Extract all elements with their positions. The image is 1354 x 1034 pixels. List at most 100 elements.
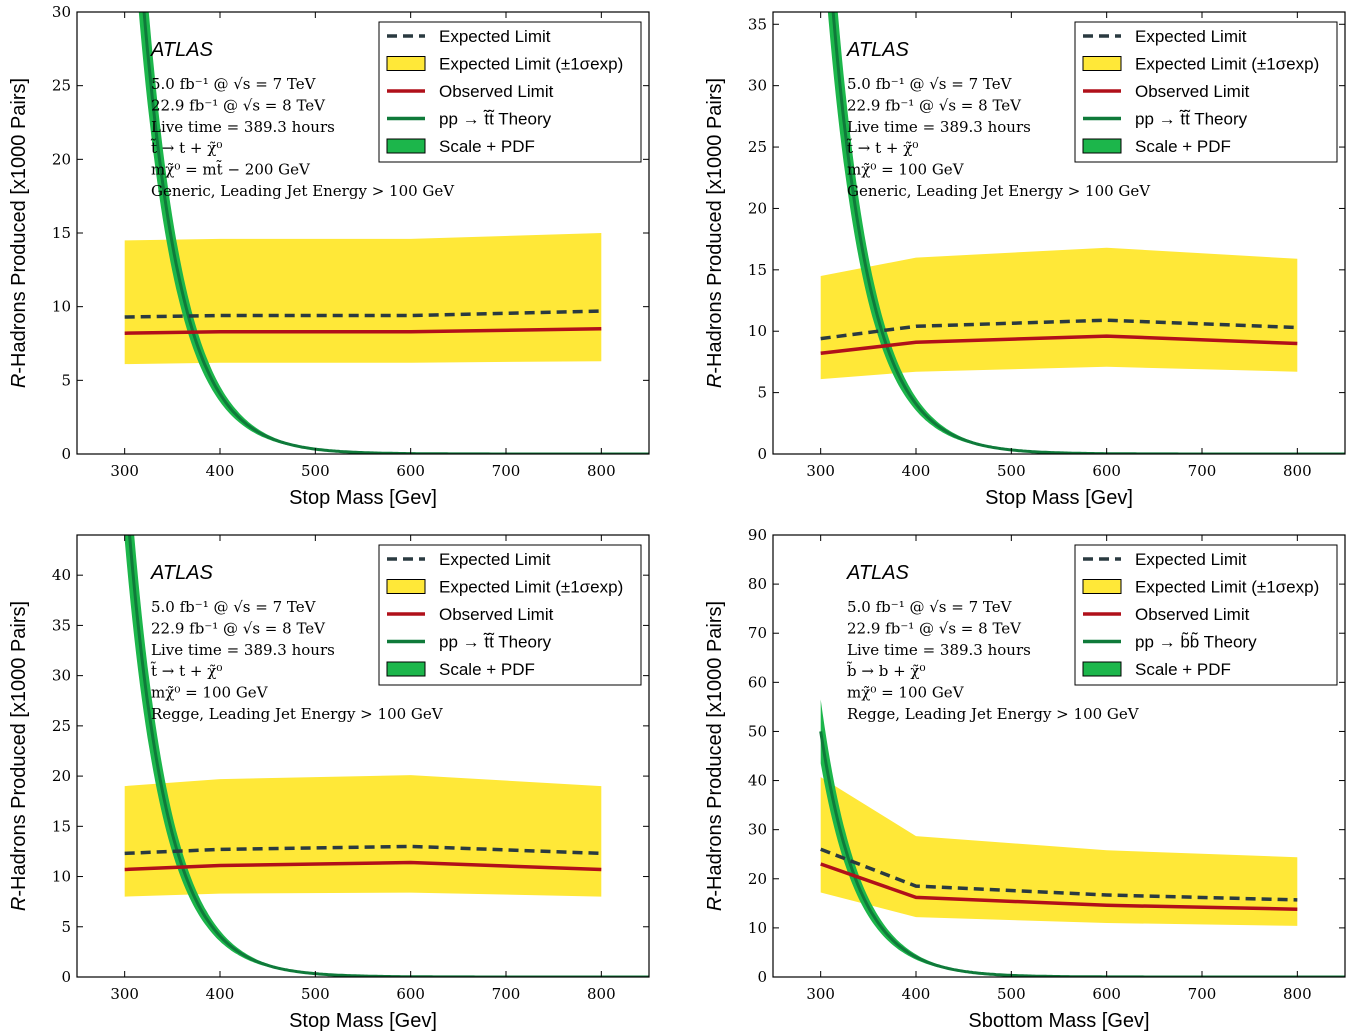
- legend-entry-label: pp → b̃b̃ Theory: [1135, 632, 1257, 652]
- y-axis-label: R-Hadrons Produced [x1000 Pairs]: [8, 78, 30, 388]
- y-tick-label: 25: [52, 77, 71, 95]
- y-tick-label: 30: [748, 821, 767, 839]
- observed-limit-line: [124, 327, 602, 335]
- y-axis-label: R-Hadrons Produced [x1000 Pairs]: [704, 78, 726, 388]
- experiment-label: ATLAS: [150, 39, 214, 61]
- y-axis-label: R-Hadrons Produced [x1000 Pairs]: [704, 601, 726, 911]
- x-tick-label: 800: [1283, 462, 1312, 480]
- annotation-text: Live time = 389.3 hours: [847, 641, 1031, 659]
- y-tick-label: 10: [52, 868, 71, 886]
- y-tick-label: 35: [52, 616, 71, 634]
- y-tick-label: 35: [748, 15, 767, 33]
- x-tick-label: 700: [1188, 462, 1217, 480]
- annotation-text: 22.9 fb⁻¹ @ √s = 8 TeV: [151, 96, 326, 114]
- legend-entry-label: Expected Limit (±1σexp): [1135, 578, 1319, 597]
- plot-frame: [772, 534, 1346, 978]
- legend-entry-label: Observed Limit: [439, 82, 554, 101]
- y-tick-label: 20: [52, 150, 71, 168]
- x-tick-label: 500: [301, 462, 330, 480]
- x-tick-label: 600: [1092, 462, 1121, 480]
- annotation-text: 22.9 fb⁻¹ @ √s = 8 TeV: [847, 619, 1022, 637]
- experiment-label: ATLAS: [150, 562, 214, 584]
- legend-entry-label: pp → t̃t̃ Theory: [1135, 109, 1248, 128]
- annotation-text: 5.0 fb⁻¹ @ √s = 7 TeV: [847, 75, 1013, 93]
- legend: Expected Limit Expected Limit (±1σexp) Obs…: [378, 21, 642, 163]
- y-tick-label: 10: [748, 919, 767, 937]
- expected-limit-line: [820, 318, 1298, 341]
- y-tick-label: 20: [52, 767, 71, 785]
- y-tick-label: 90: [748, 526, 767, 544]
- legend-band-swatch: [386, 579, 426, 594]
- x-tick-label: 800: [587, 985, 616, 1003]
- x-tick-label: 400: [206, 985, 235, 1003]
- x-tick-label: 300: [110, 985, 139, 1003]
- legend-entry-label: pp → t̃t̃ Theory: [439, 109, 552, 128]
- expected-limit-line: [820, 847, 1298, 902]
- y-tick-label: 80: [748, 575, 767, 593]
- annotation-text: Live time = 389.3 hours: [151, 641, 335, 659]
- annotation-text: 5.0 fb⁻¹ @ √s = 7 TeV: [847, 598, 1013, 616]
- legend-entry-label: Observed Limit: [1135, 82, 1250, 101]
- x-axis-label: Sbottom Mass [Gev]: [968, 1010, 1149, 1032]
- annotation-text: mχ̃⁰ = 100 GeV: [847, 684, 965, 702]
- observed-limit-line: [820, 334, 1298, 356]
- annotation-text: t̃ → t + χ̃⁰: [150, 661, 222, 680]
- annotation-text: b̃ → b + χ̃⁰: [846, 661, 925, 680]
- x-tick-label: 300: [806, 985, 835, 1003]
- legend-scale-pdf-swatch: [386, 661, 426, 677]
- y-tick-label: 15: [52, 817, 71, 835]
- annotation-text: Generic, Leading Jet Energy > 100 GeV: [151, 182, 455, 200]
- plot-area: [820, 12, 1345, 454]
- legend-scale-pdf-swatch: [1082, 661, 1122, 677]
- plot-frame: [76, 534, 650, 978]
- y-tick-label: 30: [52, 3, 71, 21]
- y-tick-label: 15: [748, 261, 767, 279]
- x-tick-label: 300: [110, 462, 139, 480]
- y-tick-label: 0: [757, 968, 767, 986]
- plot-frame: [772, 11, 1346, 455]
- x-tick-label: 600: [1092, 985, 1121, 1003]
- legend-entry-label: Scale + PDF: [1135, 660, 1231, 679]
- legend-scale-pdf-swatch: [1082, 138, 1122, 154]
- y-tick-label: 5: [61, 371, 71, 389]
- y-tick-label: 20: [748, 870, 767, 888]
- legend-band-swatch: [386, 56, 426, 71]
- y-tick-label: 0: [61, 445, 71, 463]
- x-tick-label: 400: [206, 462, 235, 480]
- y-tick-label: 40: [748, 772, 767, 790]
- expected-limit-band: [124, 775, 602, 897]
- y-tick-label: 25: [748, 138, 767, 156]
- x-tick-label: 400: [902, 985, 931, 1003]
- legend-band-swatch: [1082, 56, 1122, 71]
- y-tick-label: 60: [748, 673, 767, 691]
- x-tick-label: 500: [997, 462, 1026, 480]
- x-tick-label: 300: [806, 462, 835, 480]
- annotation-text: mχ̃⁰ = 100 GeV: [151, 684, 269, 702]
- y-tick-label: 50: [748, 722, 767, 740]
- x-tick-label: 700: [492, 462, 521, 480]
- y-tick-label: 40: [52, 566, 71, 584]
- x-tick-label: 700: [492, 985, 521, 1003]
- x-axis-label: Stop Mass [Gev]: [289, 487, 437, 509]
- legend-entry-label: Expected Limit: [439, 27, 551, 46]
- x-tick-label: 800: [1283, 985, 1312, 1003]
- observed-limit-line: [820, 862, 1298, 911]
- y-tick-label: 30: [748, 77, 767, 95]
- x-tick-label: 500: [997, 985, 1026, 1003]
- x-tick-label: 600: [396, 985, 425, 1003]
- chart-panel-3: 300 400 500 600 700 800 0 5 10 15 20 25 30 35 40 Stop M…: [8, 534, 650, 1032]
- legend-entry-label: Expected Limit: [1135, 550, 1247, 569]
- annotation-text: t̃ → t + χ̃⁰: [150, 138, 222, 157]
- legend-entry-label: Observed Limit: [1135, 605, 1250, 624]
- expected-limit-band: [820, 247, 1298, 380]
- annotation-text: 22.9 fb⁻¹ @ √s = 8 TeV: [151, 619, 326, 637]
- y-tick-label: 0: [757, 445, 767, 463]
- legend: Expected Limit Expected Limit (±1σexp) Obs…: [378, 544, 642, 686]
- theory-curve: [142, 12, 649, 454]
- x-tick-label: 800: [587, 462, 616, 480]
- x-tick-label: 500: [301, 985, 330, 1003]
- y-tick-label: 15: [52, 224, 71, 242]
- legend-entry-label: Expected Limit (±1σexp): [439, 578, 623, 597]
- legend: Expected Limit Expected Limit (±1σexp) Obs…: [1074, 21, 1338, 163]
- chart-panel-2: 300 400 500 600 700 800 0 5 10 15 20 25 30 35 Stop Mas…: [704, 11, 1346, 509]
